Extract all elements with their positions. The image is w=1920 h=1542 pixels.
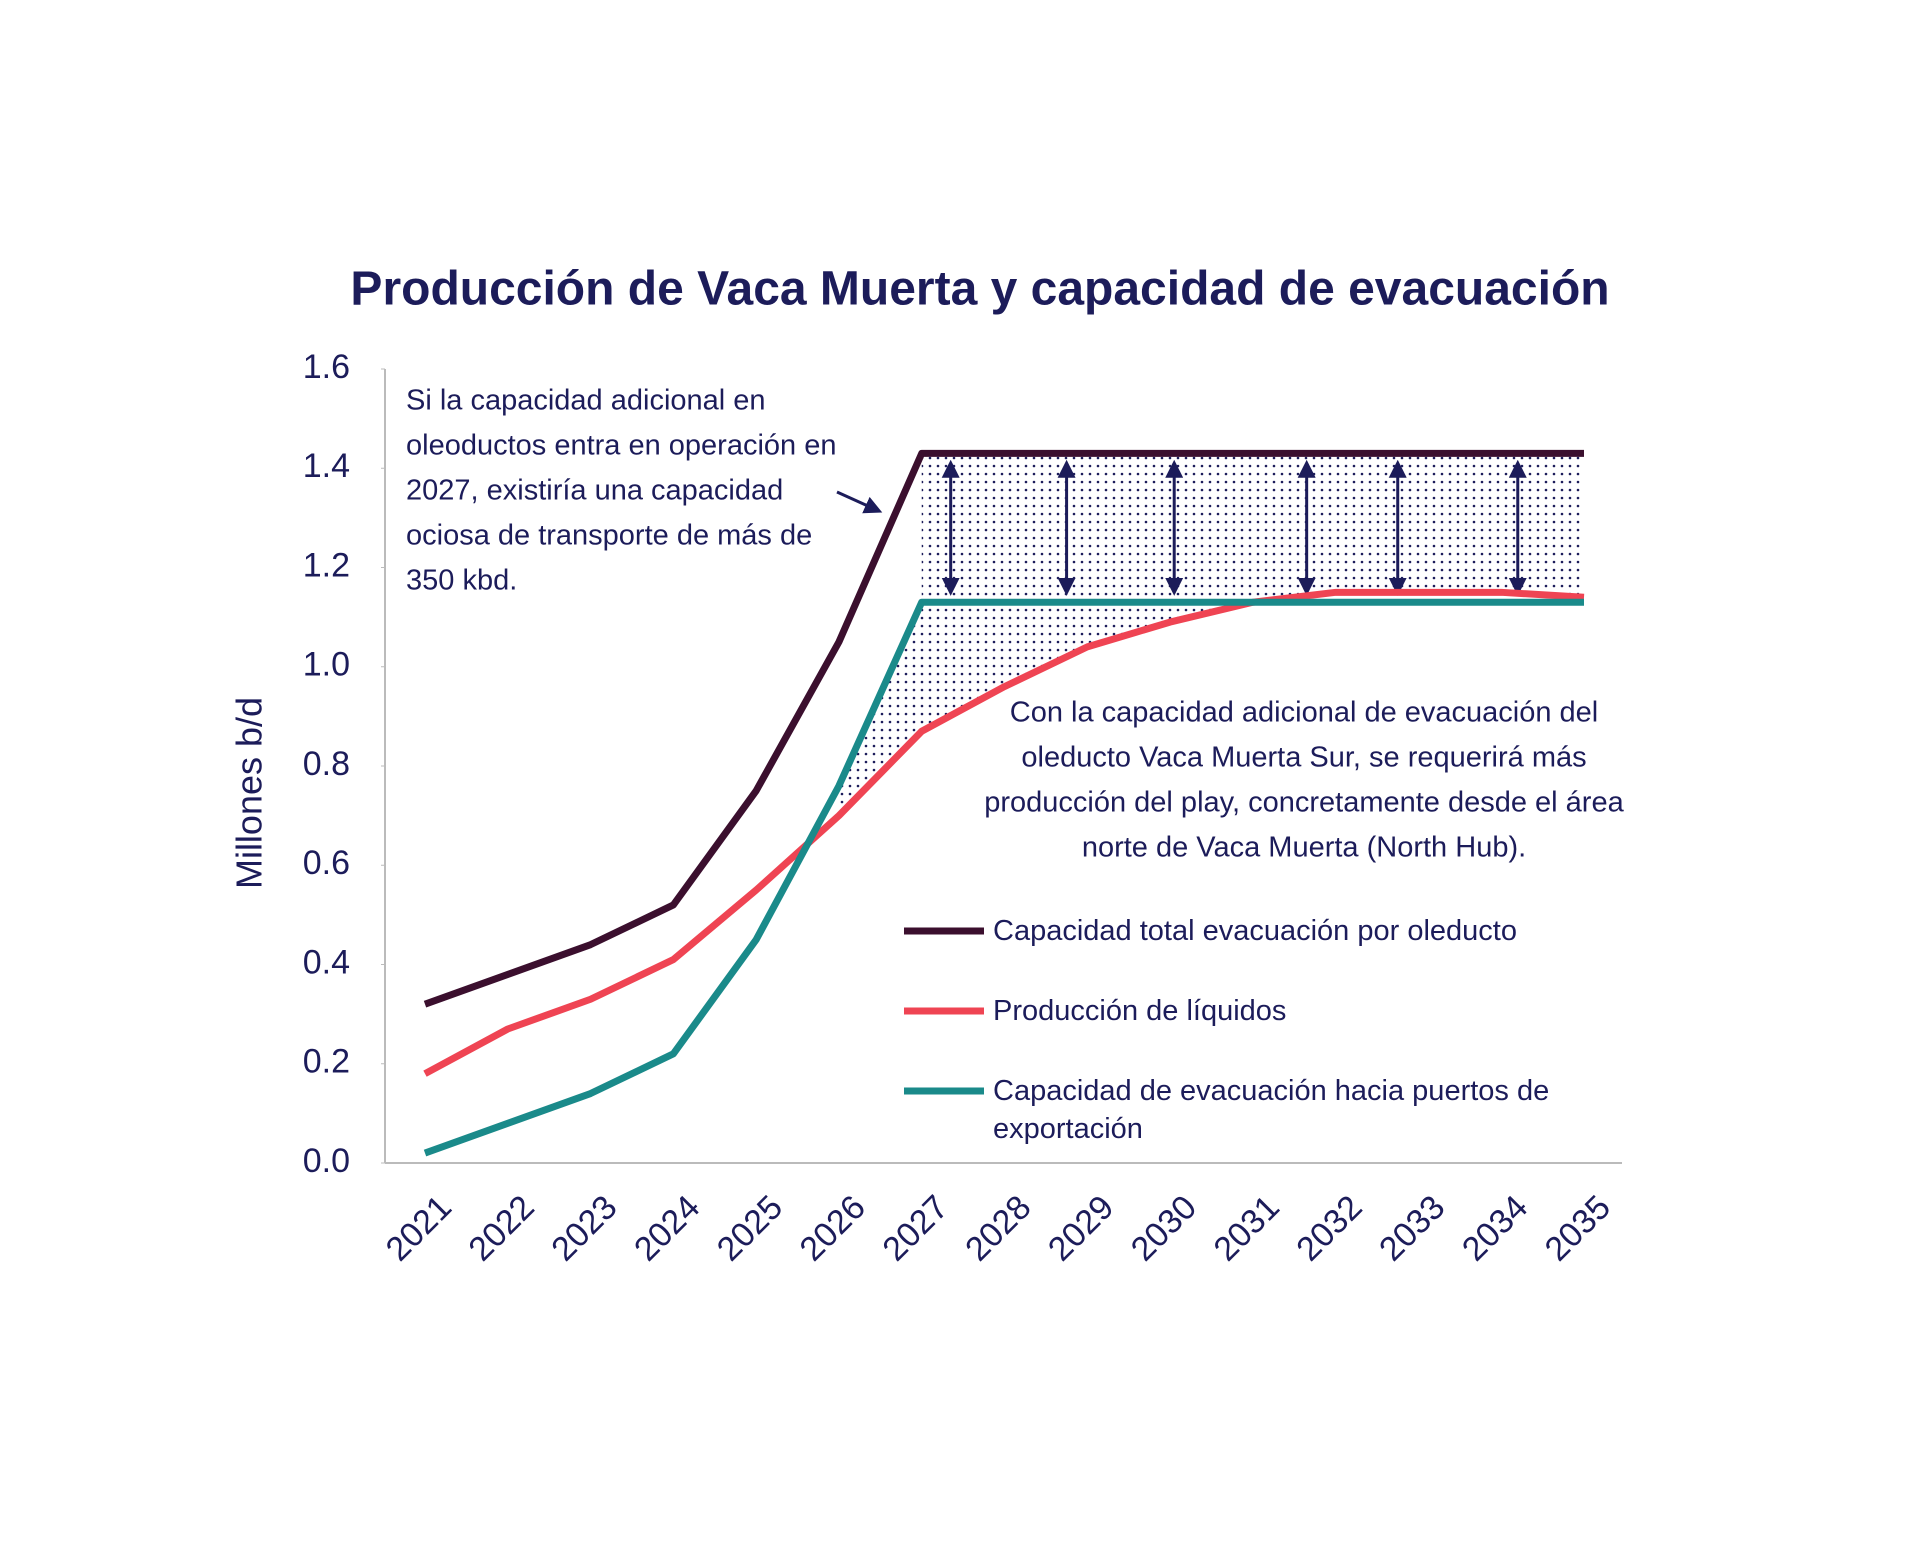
- y-axis-label: Millones b/d: [229, 697, 270, 889]
- x-tick-label: 2027: [875, 1188, 955, 1268]
- y-tick-label: 1.2: [303, 546, 350, 584]
- x-tick-label: 2030: [1124, 1188, 1204, 1268]
- y-tick-label: 0.8: [303, 745, 350, 783]
- annotation: oleducto Vaca Muerta Sur, se requerirá m…: [1021, 742, 1586, 774]
- x-tick-label: 2022: [461, 1188, 541, 1268]
- y-tick-label: 0.4: [303, 943, 350, 981]
- x-tick-label: 2032: [1289, 1188, 1369, 1268]
- x-tick-label: 2035: [1538, 1188, 1618, 1268]
- x-tick-label: 2029: [1041, 1188, 1121, 1268]
- legend-label: Capacidad de evacuación hacia puertos de…: [993, 1075, 1550, 1145]
- series-line: [423, 449, 1584, 1008]
- x-tick-label: 2023: [544, 1188, 624, 1268]
- x-tick-label: 2021: [379, 1188, 459, 1268]
- annotation: oleoductos entra en operación en: [406, 430, 836, 462]
- x-tick-label: 2024: [627, 1188, 707, 1268]
- annotation: 2027, existiría una capacidad: [406, 475, 783, 507]
- x-tick-label: 2033: [1372, 1188, 1452, 1268]
- shaded-area: [838, 592, 1584, 816]
- x-tick-label: 2025: [710, 1188, 790, 1268]
- legend-label: Capacidad total evacuación por oleducto: [993, 915, 1517, 947]
- y-tick-label: 0.0: [303, 1142, 350, 1180]
- annotation: ociosa de transporte de más de: [406, 520, 812, 552]
- series-line: [423, 598, 1584, 1157]
- y-tick-label: 1.6: [303, 348, 350, 386]
- x-tick-label: 2026: [793, 1188, 873, 1268]
- annotation-arrow: [836, 490, 883, 514]
- legend-label: Producción de líquidos: [993, 995, 1287, 1027]
- y-tick-label: 0.6: [303, 844, 350, 882]
- annotation: Si la capacidad adicional en: [406, 385, 766, 417]
- chart-title: Producción de Vaca Muerta y capacidad de…: [350, 263, 1609, 316]
- shaded-area: [921, 453, 1584, 603]
- y-tick-label: 1.4: [303, 447, 350, 485]
- series-line: [423, 588, 1585, 1077]
- x-tick-label: 2031: [1207, 1188, 1287, 1268]
- annotation: norte de Vaca Muerta (North Hub).: [1082, 832, 1526, 864]
- y-tick-label: 1.0: [303, 646, 350, 684]
- annotation: producción del play, concretamente desde…: [984, 787, 1624, 819]
- x-tick-label: 2028: [958, 1188, 1038, 1268]
- annotation: 350 kbd.: [406, 565, 517, 597]
- y-tick-label: 0.2: [303, 1043, 350, 1081]
- annotation: Con la capacidad adicional de evacuación…: [1010, 697, 1598, 729]
- x-tick-label: 2034: [1455, 1188, 1535, 1268]
